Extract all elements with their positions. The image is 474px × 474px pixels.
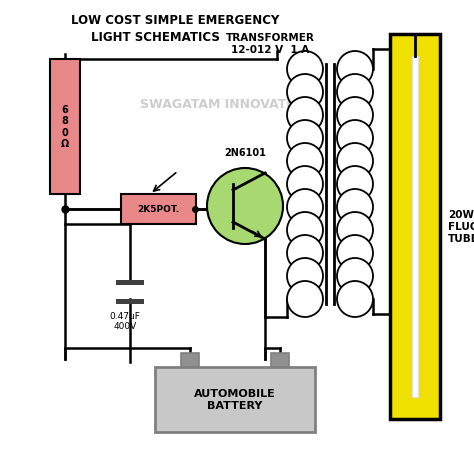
Circle shape: [337, 235, 373, 271]
Bar: [116, 280, 144, 285]
Bar: [390, 34, 440, 419]
Bar: [121, 194, 196, 224]
Circle shape: [287, 97, 323, 133]
Circle shape: [287, 166, 323, 202]
Circle shape: [207, 168, 283, 244]
Circle shape: [287, 120, 323, 156]
Circle shape: [287, 235, 323, 271]
Circle shape: [287, 189, 323, 225]
Text: AUTOMOBILE
BATTERY: AUTOMOBILE BATTERY: [194, 389, 276, 411]
Circle shape: [337, 281, 373, 317]
Circle shape: [337, 74, 373, 110]
Circle shape: [337, 189, 373, 225]
Circle shape: [287, 143, 323, 179]
Circle shape: [337, 97, 373, 133]
Circle shape: [337, 143, 373, 179]
Text: 2N6101: 2N6101: [224, 148, 266, 158]
Text: TRANSFORMER
12-012 V  1 A: TRANSFORMER 12-012 V 1 A: [226, 33, 314, 55]
Text: LOW COST SIMPLE EMERGENCY: LOW COST SIMPLE EMERGENCY: [71, 14, 279, 27]
Text: 0.47uF
400V: 0.47uF 400V: [109, 312, 140, 331]
Circle shape: [337, 166, 373, 202]
Circle shape: [287, 212, 323, 248]
Bar: [181, 353, 199, 367]
Circle shape: [337, 212, 373, 248]
Bar: [271, 353, 289, 367]
Text: SWAGATAM INNOVATIONS: SWAGATAM INNOVATIONS: [140, 98, 320, 110]
Bar: [412, 56, 418, 397]
Bar: [155, 367, 315, 432]
Bar: [50, 59, 80, 194]
Text: 2K5POT.: 2K5POT.: [137, 204, 179, 213]
Circle shape: [337, 51, 373, 87]
Circle shape: [287, 258, 323, 294]
Circle shape: [287, 281, 323, 317]
Text: 6
8
0
Ω: 6 8 0 Ω: [61, 105, 69, 149]
Circle shape: [337, 120, 373, 156]
Bar: [116, 299, 144, 304]
Circle shape: [287, 51, 323, 87]
Text: LIGHT SCHEMATICS: LIGHT SCHEMATICS: [91, 31, 219, 44]
Circle shape: [337, 258, 373, 294]
Circle shape: [287, 74, 323, 110]
Text: 20W
FLUORESCENT
TUBE: 20W FLUORESCENT TUBE: [448, 210, 474, 244]
